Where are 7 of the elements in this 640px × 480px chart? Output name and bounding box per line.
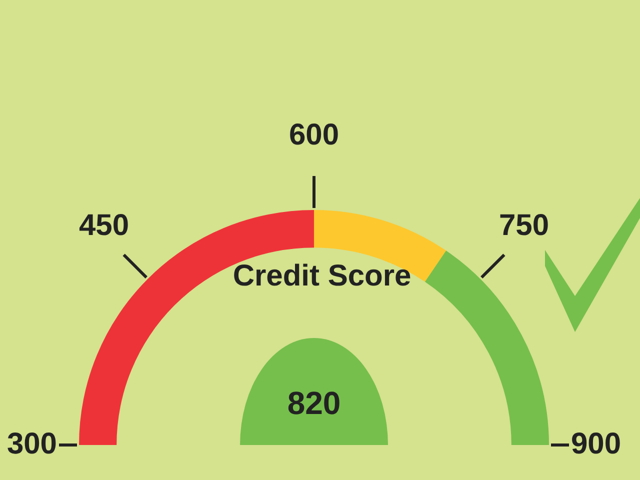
text: 300 — [6, 427, 57, 460]
text: 600 — [288, 118, 340, 152]
text: 450 — [78, 208, 130, 242]
text: 900 — [571, 427, 622, 460]
text: Credit Score — [232, 259, 412, 292]
text: 750 — [498, 208, 550, 242]
text: 820 — [287, 384, 341, 421]
